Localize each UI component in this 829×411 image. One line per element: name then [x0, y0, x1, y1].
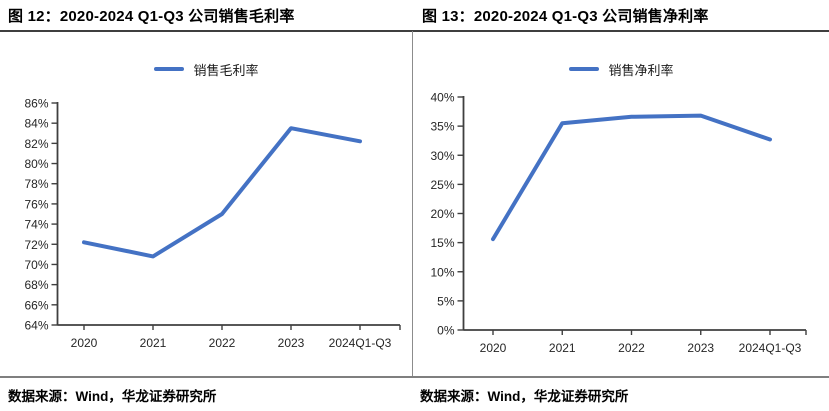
- svg-text:74%: 74%: [24, 218, 48, 232]
- net-margin-legend: 销售净利率: [414, 59, 829, 79]
- svg-text:5%: 5%: [437, 294, 455, 308]
- svg-text:2022: 2022: [209, 336, 236, 350]
- svg-text:35%: 35%: [430, 120, 454, 134]
- fig12-title: 图 12：2020-2024 Q1-Q3 公司销售毛利率: [8, 8, 295, 25]
- svg-text:2023: 2023: [687, 341, 714, 355]
- fig13-title: 图 13：2020-2024 Q1-Q3 公司销售净利率: [422, 8, 709, 25]
- legend-line-icon: [154, 67, 185, 71]
- svg-text:0%: 0%: [437, 324, 455, 338]
- net-margin-chart: 40% 35% 30% 25% 20% 15% 10% 5% 0% 2020 2021 2022 202…: [430, 91, 807, 355]
- svg-text:2020: 2020: [480, 341, 507, 355]
- svg-text:2022: 2022: [618, 341, 645, 355]
- svg-text:2020: 2020: [71, 336, 98, 350]
- svg-text:64%: 64%: [24, 319, 48, 333]
- svg-text:2024Q1-Q3: 2024Q1-Q3: [329, 336, 392, 350]
- legend-line-icon: [569, 67, 600, 71]
- svg-text:2024Q1-Q3: 2024Q1-Q3: [739, 341, 802, 355]
- svg-text:2021: 2021: [549, 341, 576, 355]
- legend-label: 销售毛利率: [193, 62, 259, 78]
- svg-text:76%: 76%: [24, 197, 48, 211]
- panel-divider: [412, 31, 413, 376]
- svg-text:25%: 25%: [430, 178, 454, 192]
- svg-text:66%: 66%: [24, 298, 48, 312]
- svg-text:68%: 68%: [24, 278, 48, 292]
- svg-text:82%: 82%: [24, 137, 48, 151]
- fig13-source: 数据来源：Wind，华龙证券研究所: [420, 389, 629, 404]
- svg-text:2021: 2021: [140, 336, 167, 350]
- fig12-source: 数据来源：Wind，华龙证券研究所: [8, 389, 217, 404]
- svg-text:78%: 78%: [24, 177, 48, 191]
- svg-text:86%: 86%: [24, 97, 48, 111]
- gross-margin-legend: 销售毛利率: [0, 59, 413, 79]
- svg-text:84%: 84%: [24, 117, 48, 131]
- svg-text:2023: 2023: [278, 336, 305, 350]
- top-rule: [0, 30, 829, 32]
- svg-text:70%: 70%: [24, 258, 48, 272]
- gross-margin-chart: 86% 84% 82% 80% 78% 76% 74% 72% 70% 68% 66% 64% 2020…: [24, 97, 401, 350]
- svg-text:30%: 30%: [430, 149, 454, 163]
- svg-text:40%: 40%: [430, 91, 454, 105]
- svg-text:72%: 72%: [24, 238, 48, 252]
- legend-label: 销售净利率: [608, 62, 674, 78]
- svg-text:10%: 10%: [430, 265, 454, 279]
- bottom-rule: [0, 376, 829, 378]
- svg-text:20%: 20%: [430, 207, 454, 221]
- svg-text:15%: 15%: [430, 236, 454, 250]
- svg-text:80%: 80%: [24, 157, 48, 171]
